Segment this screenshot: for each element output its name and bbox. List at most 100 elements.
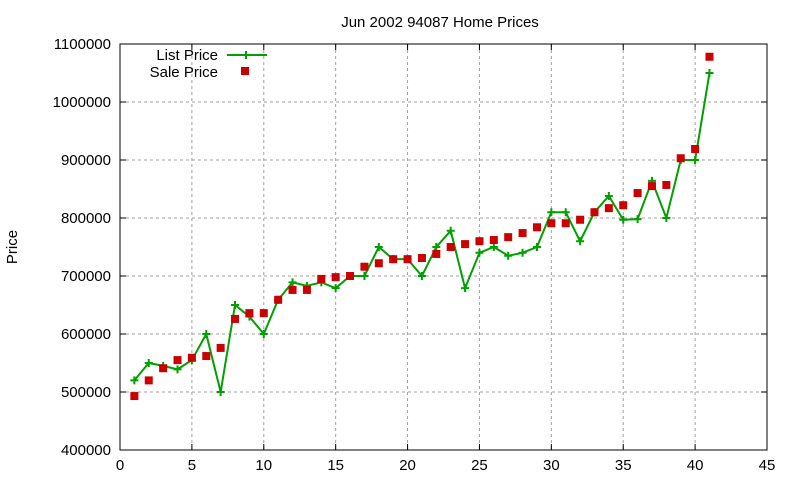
legend-label-sale-price: Sale Price (150, 64, 218, 81)
sale-price-point (461, 240, 470, 249)
list-price-point (417, 272, 426, 280)
sale-price-point (489, 236, 498, 245)
sale-price-point (144, 376, 153, 385)
sale-price-point (532, 223, 541, 232)
x-tick-label: 30 (543, 457, 560, 474)
x-tick-label: 20 (399, 457, 416, 474)
legend-marker-list-price (242, 51, 250, 59)
sale-price-point (432, 249, 441, 258)
list-price-point (475, 248, 484, 257)
list-price-point (288, 278, 297, 287)
list-price-point (691, 156, 700, 164)
list-price-point (374, 243, 383, 251)
sale-price-point (705, 52, 714, 61)
sale-price-point (374, 259, 383, 268)
sale-price-point (346, 272, 355, 280)
list-price-point (619, 215, 628, 224)
sale-price-point (590, 208, 599, 217)
sale-price-point (173, 356, 182, 365)
x-tick-label: 45 (759, 457, 776, 474)
sale-price-point (403, 255, 412, 264)
sale-price-point (475, 237, 484, 246)
sale-price-point (547, 219, 556, 228)
list-price-point (461, 284, 470, 293)
sale-price-point (389, 255, 398, 264)
x-tick-label: 25 (471, 457, 488, 474)
sale-price-point (576, 215, 585, 224)
list-price-point (662, 214, 671, 222)
x-tick-label: 35 (615, 457, 632, 474)
x-tick-label: 15 (327, 457, 344, 474)
list-price-point (547, 208, 556, 217)
list-price-point (360, 272, 369, 280)
list-price-point (231, 301, 240, 309)
sale-price-point (245, 309, 254, 318)
list-price-point (202, 330, 211, 338)
legend-label-list-price: List Price (156, 47, 218, 64)
list-price-point (576, 237, 585, 246)
sale-price-point (633, 189, 642, 198)
y-tick-label: 700000 (61, 268, 111, 285)
list-price-point (633, 215, 642, 224)
sale-price-point (662, 180, 671, 189)
list-price-point (130, 376, 139, 385)
y-tick-label: 900000 (61, 152, 111, 169)
list-price-point (216, 388, 225, 396)
sale-price-point (417, 254, 426, 263)
sale-price-point (231, 314, 240, 323)
y-tick-label: 400000 (61, 442, 111, 459)
sale-price-point (647, 182, 656, 191)
list-price-point (432, 243, 441, 251)
sale-price-point (446, 243, 455, 251)
sale-price-point (360, 262, 369, 271)
sale-price-point (604, 204, 613, 213)
list-price-point (504, 251, 513, 260)
list-price-point (331, 284, 340, 293)
sale-price-point (288, 285, 297, 294)
series-layer (130, 52, 714, 401)
sale-price-point (302, 285, 311, 294)
list-price-point (259, 330, 268, 338)
plot-border (119, 43, 768, 451)
sale-price-point (676, 154, 685, 163)
list-price-point (173, 365, 182, 374)
x-tick-label: 10 (255, 457, 272, 474)
legend-marker-sale-price (241, 67, 249, 75)
sale-price-point (331, 273, 340, 282)
sale-price-point (691, 144, 700, 153)
y-tick-label: 1100000 (54, 36, 111, 53)
sale-price-point (187, 353, 196, 362)
y-tick-label: 1000000 (53, 94, 111, 111)
sale-price-point (561, 219, 570, 228)
x-tick-label: 0 (116, 457, 124, 474)
x-tick-label: 40 (687, 457, 704, 474)
list-price-point (144, 359, 153, 367)
sale-price-point (317, 274, 326, 283)
list-price-point (604, 191, 613, 200)
axis-ticks: 0 5 10 15 20 25 30 35 40 45 400000 500000 600000 7000… (53, 36, 776, 474)
sale-price-point (259, 309, 268, 318)
y-tick-label: 500000 (61, 384, 111, 401)
list-price-point (705, 69, 714, 77)
list-price-point (518, 248, 527, 257)
list-price-point (446, 226, 455, 235)
sale-price-point (159, 364, 168, 373)
list-price-point (561, 208, 570, 217)
sale-price-point (619, 201, 628, 210)
grid (120, 44, 767, 450)
y-tick-label: 800000 (61, 210, 111, 227)
sale-price-point (216, 343, 225, 352)
chart-title: Jun 2002 94087 Home Prices (341, 14, 539, 31)
sale-price-point (504, 233, 513, 242)
list-price-point (532, 243, 541, 251)
y-tick-label: 600000 (61, 326, 111, 343)
sale-price-point (274, 295, 283, 304)
list-price-point (489, 243, 498, 251)
y-axis-label: Price (4, 230, 21, 264)
sale-price-point (202, 352, 211, 361)
sale-price-point (518, 229, 527, 238)
sale-price-point (130, 392, 139, 401)
legend: List Price Sale Price (150, 47, 267, 81)
x-tick-label: 5 (188, 457, 196, 474)
